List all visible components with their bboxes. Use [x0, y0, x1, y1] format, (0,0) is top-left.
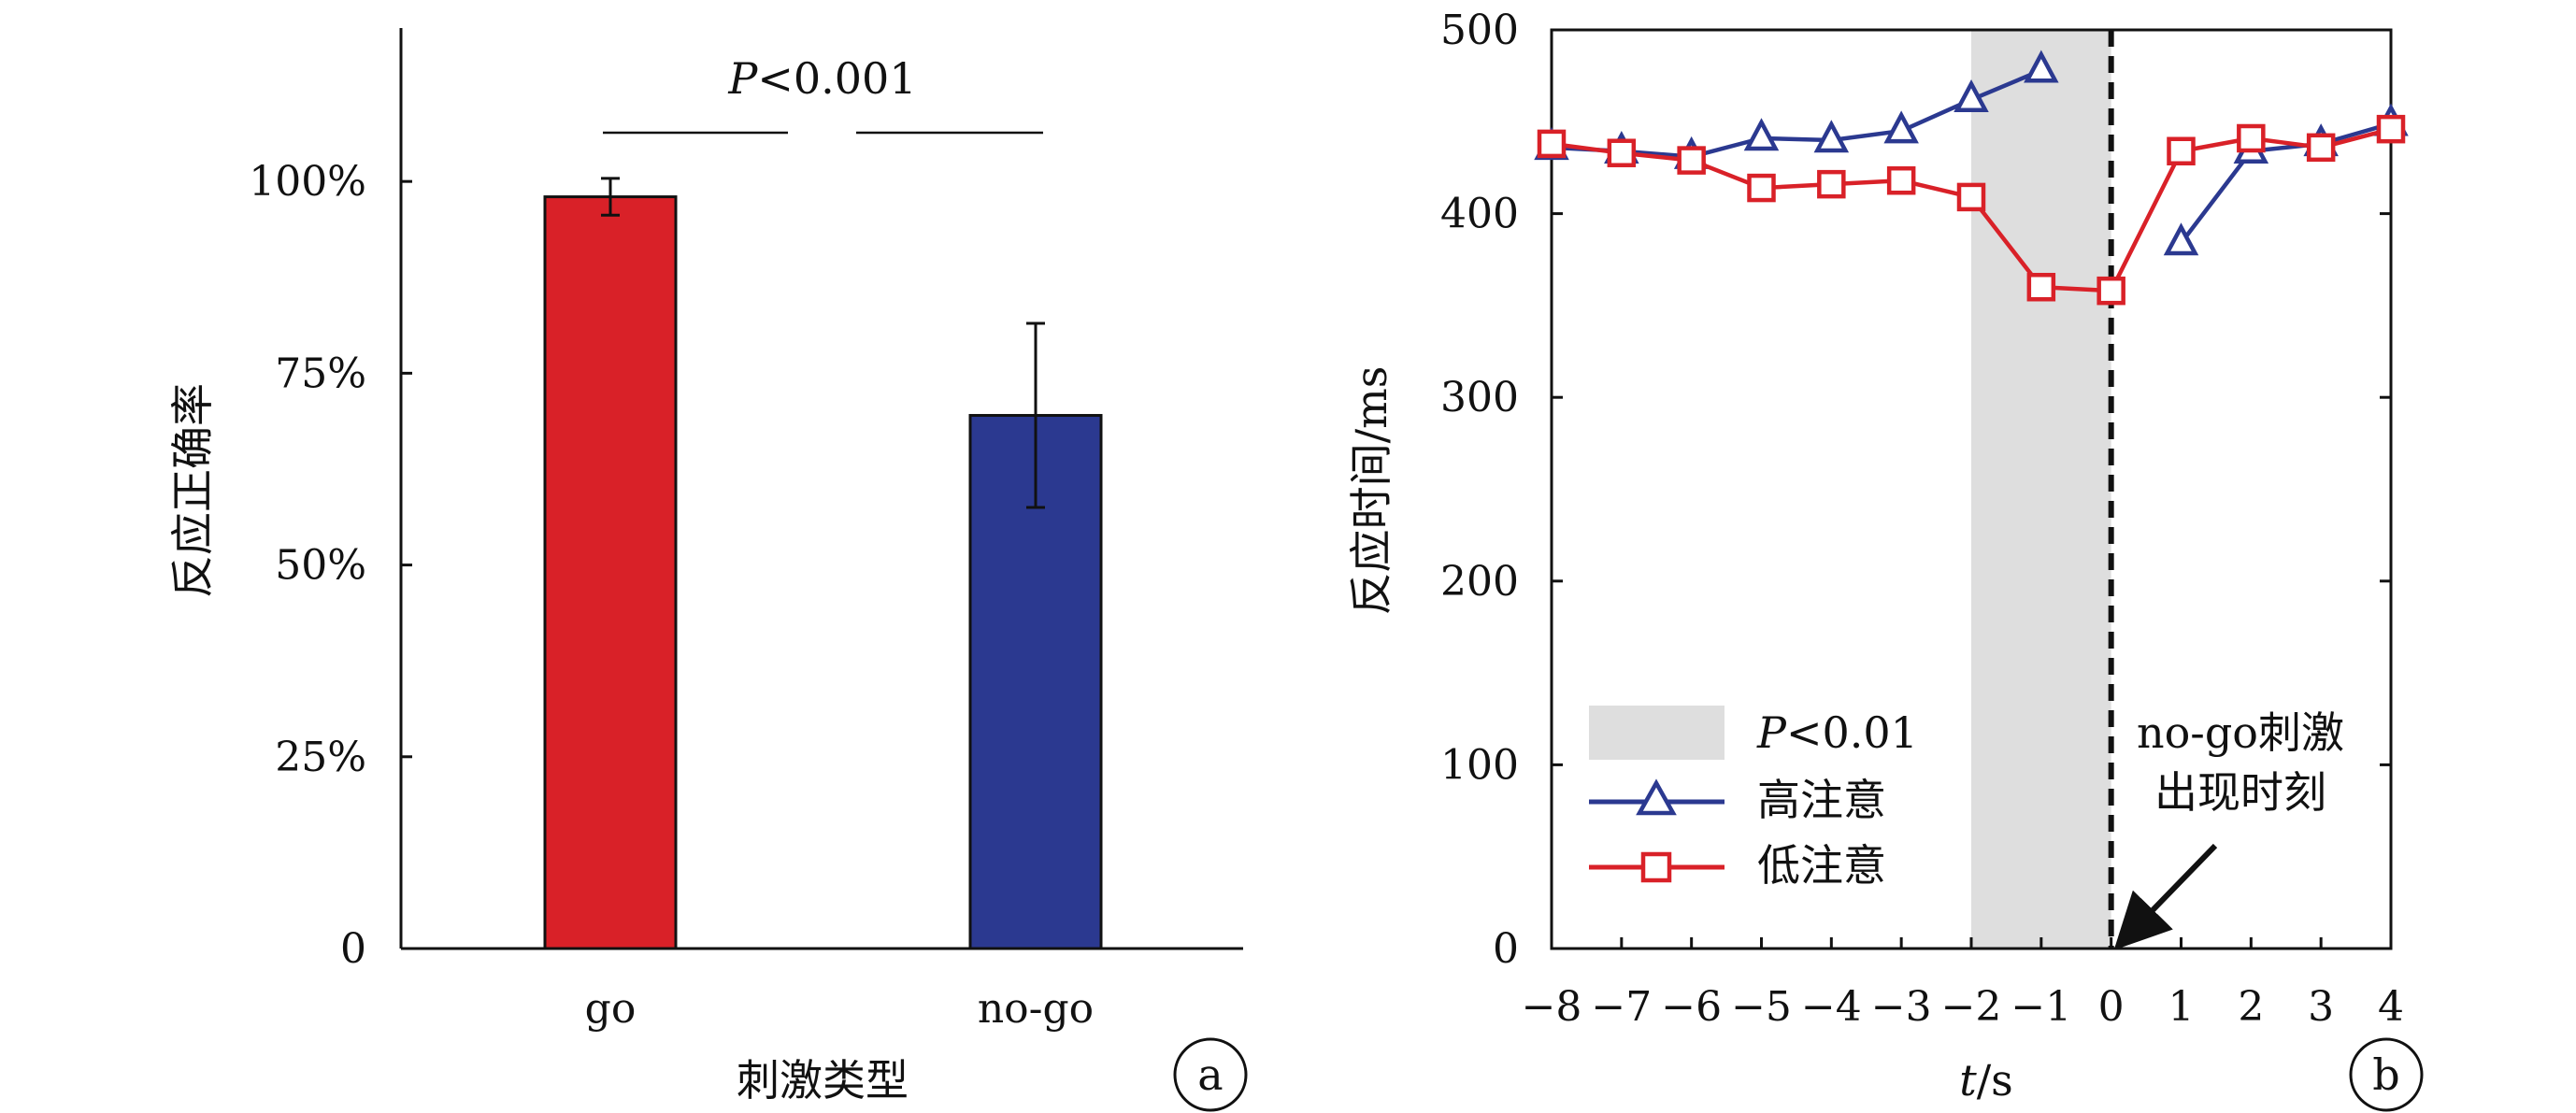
data-point-square — [1886, 165, 1916, 195]
callout-line-2: 出现时刻 — [2154, 767, 2326, 818]
y-tick-label: 75% — [275, 350, 366, 397]
data-point-triangle — [1883, 110, 1919, 144]
data-point-square — [1817, 169, 1846, 199]
y-ticks: 0 25% 50% 75% 100% — [249, 158, 412, 973]
data-point-triangle — [2024, 50, 2059, 83]
bar-go — [543, 195, 678, 950]
data-point-square — [1956, 182, 1986, 212]
x-tick-label: −7 — [1591, 983, 1652, 1031]
panel-label-a: a — [1197, 1049, 1223, 1100]
series-line — [2179, 121, 2392, 245]
legend-high-marker — [1636, 778, 1677, 816]
x-axis-title: 刺激类型 — [737, 1055, 909, 1106]
y-ticks: 0 100 200 300 400 500 — [1440, 7, 2391, 973]
significance-shaded-region — [1971, 30, 2111, 949]
x-tick-label: −5 — [1731, 983, 1792, 1031]
x-tick-label: −2 — [1941, 983, 2002, 1031]
x-tick-label: 2 — [2238, 983, 2264, 1031]
x-tick-label: −4 — [1801, 983, 1862, 1031]
callout-arrow — [2113, 843, 2218, 950]
data-point-triangle — [1813, 120, 1850, 153]
y-tick-label: 0 — [340, 925, 366, 973]
legend-shade-swatch — [1589, 706, 1724, 760]
legend-high-label: 高注意 — [1757, 775, 1886, 825]
y-tick-label: 25% — [275, 734, 366, 781]
x-tick-label: 0 — [2098, 983, 2125, 1031]
data-point-square — [2376, 114, 2406, 144]
data-point-square — [2306, 133, 2336, 163]
panel-label-b: b — [2372, 1049, 2399, 1100]
x-tick-labels: go no-go — [585, 985, 1095, 1033]
bars — [543, 195, 1103, 950]
x-tick-label-no-go: no-go — [978, 985, 1094, 1033]
significance-label: P<0.001 — [727, 53, 916, 104]
panel-a-bar-chart: 0 25% 50% 75% 100% go no-go P<0.001 反应正确率 刺激类… — [167, 28, 1248, 1112]
x-ticks: −8 −7 −6 −5 −4 −3 −2 −1 0 1 2 3 4 — [1522, 937, 2404, 1031]
series-low-attention — [1537, 114, 2406, 306]
x-tick-label: −1 — [2011, 983, 2071, 1031]
legend-low-marker — [1640, 851, 1672, 883]
y-tick-label: 100% — [249, 158, 366, 206]
data-point-square — [2237, 123, 2266, 153]
error-bar-no-go — [1026, 321, 1045, 509]
legend: P<0.01 高注意 低注意 — [1589, 706, 1918, 891]
data-point-triangle — [2163, 222, 2199, 256]
data-point-square — [2026, 272, 2056, 302]
y-tick-label: 300 — [1440, 374, 1519, 421]
data-point-square — [2167, 136, 2196, 166]
x-tick-label: 1 — [2168, 983, 2195, 1031]
x-tick-label: −8 — [1522, 983, 1582, 1031]
callout-line-1: no-go刺激 — [2137, 707, 2344, 758]
series-group — [1534, 50, 2409, 306]
panel-label-circle-a — [1173, 1037, 1248, 1112]
data-point-square — [2097, 276, 2125, 306]
y-tick-label: 100 — [1440, 741, 1519, 789]
x-axis-title: t/s — [1959, 1055, 2013, 1106]
panel-label-circle-b — [2349, 1037, 2424, 1112]
x-tick-label: −6 — [1661, 983, 1722, 1031]
data-point-square — [1747, 173, 1776, 203]
data-point-triangle — [1953, 78, 1989, 112]
y-axis-title: 反应正确率 — [167, 383, 218, 598]
data-point-square — [1677, 146, 1706, 175]
error-bar-go — [601, 177, 620, 217]
y-tick-label: 400 — [1440, 191, 1519, 238]
data-point-square — [1537, 129, 1567, 159]
data-point-triangle — [1743, 118, 1780, 151]
x-tick-label-go: go — [585, 985, 637, 1033]
y-tick-label: 500 — [1440, 7, 1519, 54]
legend-shade-label: P<0.01 — [1756, 707, 1918, 758]
x-tick-label: −3 — [1871, 983, 1932, 1031]
data-point-square — [1607, 138, 1637, 167]
legend-low-label: 低注意 — [1757, 840, 1886, 891]
x-tick-label: 3 — [2308, 983, 2334, 1031]
y-tick-label: 50% — [275, 542, 366, 590]
y-tick-label: 0 — [1493, 925, 1519, 973]
y-axis-title: 反应时间/ms — [1346, 366, 1396, 616]
x-tick-label: 4 — [2378, 983, 2404, 1031]
y-tick-label: 200 — [1440, 558, 1519, 606]
error-bars — [601, 177, 1045, 509]
